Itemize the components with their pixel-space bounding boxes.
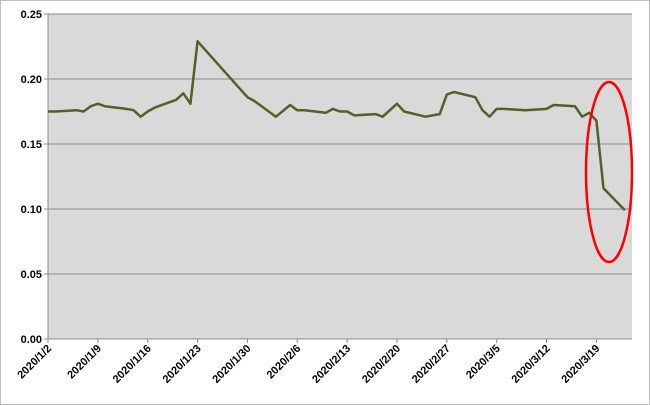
- y-tick-label: 0.15: [21, 139, 42, 151]
- y-tick-label: 0.25: [21, 9, 42, 21]
- y-tick-label: 0.10: [21, 204, 42, 216]
- plot-area: [48, 14, 632, 339]
- highlight-ellipse: [584, 80, 634, 264]
- y-tick-label: 0.20: [21, 74, 42, 86]
- y-tick-label: 0.00: [21, 334, 42, 346]
- y-tick-label: 0.05: [21, 269, 42, 281]
- data-line: [48, 40, 626, 212]
